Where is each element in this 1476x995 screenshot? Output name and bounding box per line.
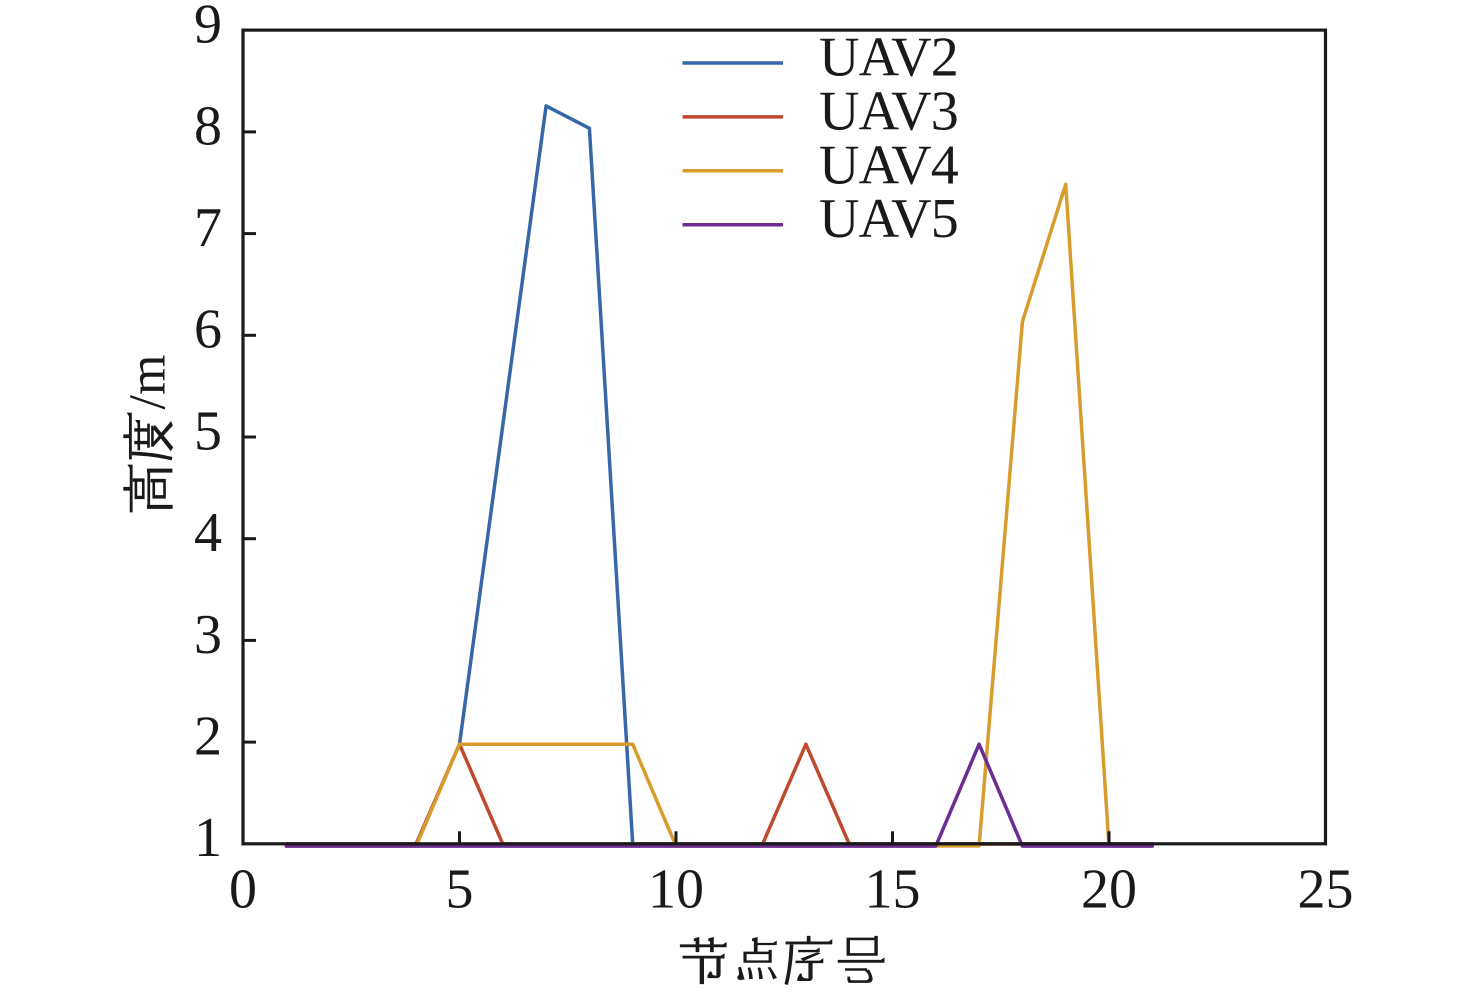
svg-text:8: 8 bbox=[194, 95, 222, 157]
svg-text:UAV2: UAV2 bbox=[819, 27, 958, 89]
svg-text:1: 1 bbox=[194, 807, 222, 869]
svg-text:20: 20 bbox=[1081, 859, 1137, 921]
svg-text:/m: /m bbox=[120, 355, 177, 410]
svg-text:0: 0 bbox=[229, 859, 257, 921]
svg-text:15: 15 bbox=[865, 859, 921, 921]
svg-text:UAV3: UAV3 bbox=[819, 80, 958, 142]
svg-text:25: 25 bbox=[1298, 859, 1354, 921]
svg-text:5: 5 bbox=[194, 400, 222, 462]
svg-text:5: 5 bbox=[446, 859, 474, 921]
svg-text:UAV5: UAV5 bbox=[819, 188, 958, 250]
svg-text:3: 3 bbox=[194, 604, 222, 666]
svg-text:10: 10 bbox=[648, 859, 704, 921]
svg-text:UAV4: UAV4 bbox=[819, 134, 959, 196]
svg-text:9: 9 bbox=[194, 0, 222, 56]
svg-text:2: 2 bbox=[194, 706, 222, 768]
svg-text:7: 7 bbox=[194, 197, 222, 259]
svg-text:4: 4 bbox=[194, 502, 222, 564]
svg-text:6: 6 bbox=[194, 299, 222, 361]
